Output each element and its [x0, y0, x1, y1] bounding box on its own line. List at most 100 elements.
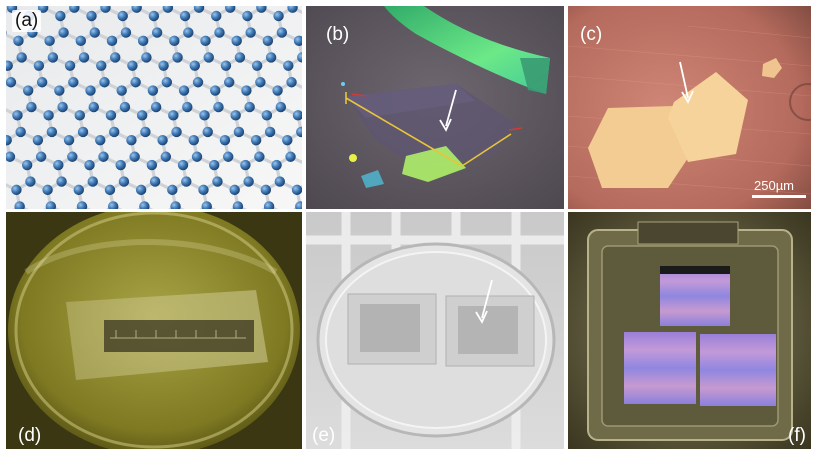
carbon-atom — [85, 85, 96, 96]
panel-d-label: (d) — [18, 425, 42, 446]
carbon-atom — [149, 176, 161, 187]
carbon-atom — [137, 35, 149, 47]
panel-d: (d) — [6, 212, 302, 449]
carbon-atom — [188, 135, 199, 146]
carbon-atom — [76, 201, 88, 209]
carbon-atom — [214, 27, 225, 38]
carbon-atom — [262, 35, 274, 47]
carbon-atom — [161, 77, 173, 88]
carbon-atom — [88, 101, 99, 113]
carbon-atom — [241, 85, 252, 96]
carbon-atom — [25, 176, 36, 187]
carbon-atom — [193, 6, 205, 13]
carbon-atom — [58, 27, 69, 38]
carbon-atom — [286, 77, 297, 88]
carbon-atom — [11, 184, 22, 196]
carbon-atom — [26, 101, 37, 113]
carbon-atom — [130, 77, 141, 88]
carbon-atom — [68, 77, 79, 88]
carbon-atom — [233, 126, 245, 138]
flake-micrograph-image — [306, 6, 564, 209]
carbon-atom — [47, 52, 59, 63]
carbon-atom — [243, 176, 254, 187]
carbon-atom — [57, 101, 68, 113]
hexagonal-grains-image — [568, 6, 811, 209]
carbon-atom — [14, 201, 25, 209]
carbon-atom — [231, 35, 242, 47]
carbon-atom — [293, 35, 302, 47]
carbon-atom — [162, 6, 174, 13]
panel-f-label: (f) — [788, 425, 806, 446]
carbon-atom — [73, 184, 84, 196]
carbon-atom — [211, 10, 222, 22]
carbon-atom — [135, 184, 147, 196]
carbon-atom — [78, 52, 90, 63]
carbon-atom — [160, 151, 172, 162]
carbon-atom — [203, 52, 214, 63]
carbon-atom — [12, 110, 23, 121]
carbon-atom — [272, 85, 283, 96]
carbon-atom — [283, 60, 294, 71]
scale-bar-label: 250µm — [754, 178, 795, 193]
carbon-atom — [264, 126, 276, 138]
panel-b-label: (b) — [326, 24, 350, 45]
carbon-atom — [234, 52, 246, 63]
carbon-atom — [55, 10, 66, 22]
carbon-atom — [96, 60, 107, 71]
carbon-atom — [106, 35, 118, 47]
carbon-atom — [75, 35, 87, 47]
carbon-atom — [33, 60, 45, 71]
carbon-atom — [109, 126, 120, 138]
carbon-atom — [69, 6, 80, 13]
carbon-atom — [84, 159, 95, 171]
carbon-atom — [295, 201, 302, 209]
carbon-atom — [127, 60, 138, 71]
carbon-atom — [296, 126, 302, 138]
carbon-atom — [118, 176, 130, 187]
panel-e-label: (e) — [312, 425, 336, 446]
carbon-atom — [16, 52, 27, 63]
carbon-atom — [42, 184, 53, 196]
panel-b: (b) — [306, 6, 564, 209]
carbon-atom — [131, 6, 142, 13]
panel-c-label: (c) — [580, 24, 603, 45]
panel-a-label: (a) — [12, 10, 42, 32]
carbon-atom — [219, 135, 231, 146]
carbon-atom — [260, 184, 272, 196]
scale-bar — [752, 195, 806, 198]
carbon-atom — [276, 27, 288, 38]
carbon-atom — [223, 77, 235, 88]
carbon-atom — [172, 52, 183, 63]
carbon-atom — [291, 184, 302, 196]
carbon-atom — [87, 176, 98, 187]
carbon-atom — [35, 151, 47, 162]
carbon-atom — [199, 110, 210, 121]
carbon-atom — [148, 10, 160, 22]
carbon-atom — [6, 60, 13, 71]
carbon-atom — [182, 101, 193, 113]
carbon-atom — [119, 101, 131, 113]
carbon-atom — [232, 201, 244, 209]
carbon-atom — [146, 159, 158, 171]
carbon-atom — [110, 52, 121, 63]
carbon-atom — [245, 27, 256, 38]
carbon-atom — [140, 126, 151, 138]
carbon-atom — [45, 201, 57, 209]
panel-e: (e) — [306, 212, 564, 449]
glass-dish-transfer-image — [306, 212, 564, 449]
carbon-atom — [43, 110, 54, 121]
carbon-atom — [21, 159, 33, 171]
carbon-atom — [220, 60, 232, 71]
carbon-atom — [157, 135, 168, 146]
carbon-atom — [105, 110, 117, 121]
carbon-atom — [117, 10, 128, 22]
carbon-atom — [100, 6, 111, 13]
carbon-atom — [212, 176, 223, 187]
panel-a: (a) — [6, 6, 302, 209]
carbon-atom — [116, 85, 127, 96]
carbon-atom — [126, 135, 137, 146]
carbon-atom — [147, 85, 159, 96]
panel-f: (f) — [568, 212, 811, 449]
carbon-atom — [285, 151, 296, 162]
carbon-atom — [229, 184, 240, 196]
